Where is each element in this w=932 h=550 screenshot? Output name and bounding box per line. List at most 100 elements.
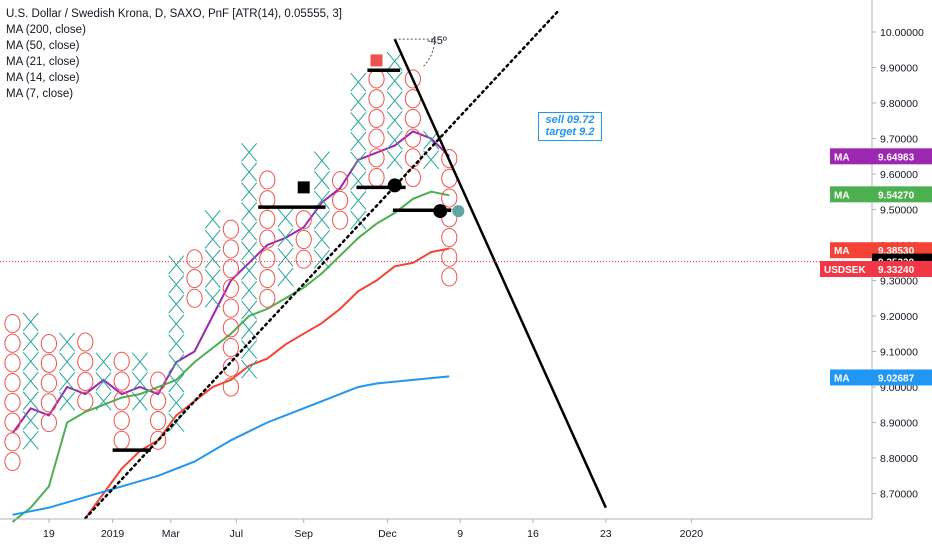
x-box	[204, 288, 221, 308]
ma-price-tag-0: MA 9.64983	[830, 148, 932, 165]
o-box	[259, 170, 276, 190]
o-box	[4, 353, 21, 373]
o-box	[259, 229, 276, 249]
o-box	[4, 373, 21, 393]
o-box	[295, 210, 312, 230]
o-box	[259, 209, 276, 229]
o-box	[77, 371, 94, 392]
x-box	[131, 372, 148, 391]
o-box	[40, 373, 58, 393]
price-axis[interactable]: 10.00000 9.90000 9.80000 9.70000 9.60000 9.50…	[871, 0, 924, 519]
o-box	[222, 377, 239, 397]
o-box	[186, 268, 203, 289]
o-box	[77, 391, 94, 411]
x-box	[313, 249, 330, 269]
x-box	[59, 391, 76, 411]
o-box	[368, 128, 385, 148]
reversal-square	[370, 54, 383, 67]
o-box	[4, 313, 21, 334]
o-box	[150, 391, 167, 411]
ma-line-3	[12, 375, 450, 516]
o-box	[4, 451, 21, 472]
x-box	[168, 255, 185, 275]
legend-ma-50: MA (50, close)	[6, 40, 80, 52]
x-box	[386, 51, 403, 71]
x-box	[95, 352, 112, 372]
o-box	[40, 393, 58, 413]
x-box	[241, 340, 258, 359]
time-tick-label: Jul	[230, 528, 243, 540]
x-box	[241, 280, 258, 300]
x-box	[277, 228, 294, 247]
x-box	[241, 261, 258, 281]
buy-signal-square	[297, 181, 310, 194]
x-box	[350, 151, 367, 171]
trendlines	[84, 9, 607, 520]
price-tick-label: 9.80000	[880, 98, 918, 110]
x-box	[95, 372, 112, 391]
x-box	[59, 352, 76, 372]
trade-note[interactable]: sell 09.72 target 9.2	[538, 112, 602, 141]
price-tick-label: 9.30000	[880, 276, 918, 288]
price-tick-label: 9.60000	[880, 169, 918, 181]
legend-ma-200: MA (200, close)	[6, 24, 86, 36]
o-box	[368, 89, 385, 109]
o-box	[150, 430, 167, 450]
x-box	[313, 151, 330, 170]
o-box	[40, 412, 58, 433]
x-box	[168, 353, 185, 373]
x-box	[22, 391, 39, 411]
chart-title: U.S. Dollar / Swedish Krona, D, SAXO, Pn…	[6, 8, 342, 20]
o-box	[113, 371, 130, 391]
x-box	[22, 411, 39, 430]
x-box	[241, 202, 258, 221]
o-box	[77, 352, 94, 372]
support-resistance-markers	[0, 54, 872, 452]
time-tick-label: Mar	[162, 528, 181, 540]
ma-line-0	[11, 130, 450, 434]
time-tick-label: 23	[600, 528, 612, 540]
o-box	[404, 108, 421, 128]
x-box	[168, 294, 185, 314]
x-box	[386, 91, 403, 111]
o-box	[222, 278, 239, 298]
o-box	[368, 69, 385, 89]
chart-legend: U.S. Dollar / Swedish Krona, D, SAXO, Pn…	[6, 6, 342, 102]
x-box	[386, 110, 403, 130]
x-box	[204, 229, 221, 249]
svg-text:MA: MA	[834, 152, 850, 163]
o-box	[150, 410, 167, 431]
x-box	[22, 351, 39, 371]
angle-arc	[422, 39, 436, 68]
svg-text:9.33240: 9.33240	[878, 265, 915, 276]
o-box	[404, 148, 421, 168]
x-box	[204, 269, 221, 288]
o-box	[186, 249, 203, 269]
x-box	[350, 112, 367, 131]
x-box	[22, 371, 39, 391]
x-box	[386, 150, 403, 170]
o-box	[441, 227, 458, 248]
price-tick-label: 9.20000	[880, 311, 918, 323]
legend-ma-21: MA (21, close)	[6, 56, 80, 68]
time-axis[interactable]: 19 2019 Mar Jul Sep Dec 9 16 23 2020	[0, 518, 872, 540]
o-box	[368, 148, 385, 168]
time-tick-label: 16	[527, 528, 539, 540]
projection-dot	[452, 205, 465, 218]
x-box	[204, 249, 221, 269]
o-box	[441, 247, 458, 267]
symbol-price-tag: USDSEK 9.33240	[820, 260, 932, 277]
x-box	[277, 267, 294, 287]
price-tick-label: 9.70000	[880, 134, 918, 146]
x-box	[204, 209, 221, 229]
x-box	[22, 312, 39, 332]
x-box	[59, 372, 76, 391]
o-box	[441, 267, 458, 287]
price-tick-label: 9.10000	[880, 347, 918, 359]
price-tags: MA9.64983MA9.54270MA9.38530MA9.026879.35…	[820, 148, 932, 386]
ma-line-2	[84, 247, 450, 519]
svg-text:9.02687: 9.02687	[878, 373, 915, 384]
x-box	[241, 300, 258, 320]
trendline-solid	[393, 38, 607, 509]
